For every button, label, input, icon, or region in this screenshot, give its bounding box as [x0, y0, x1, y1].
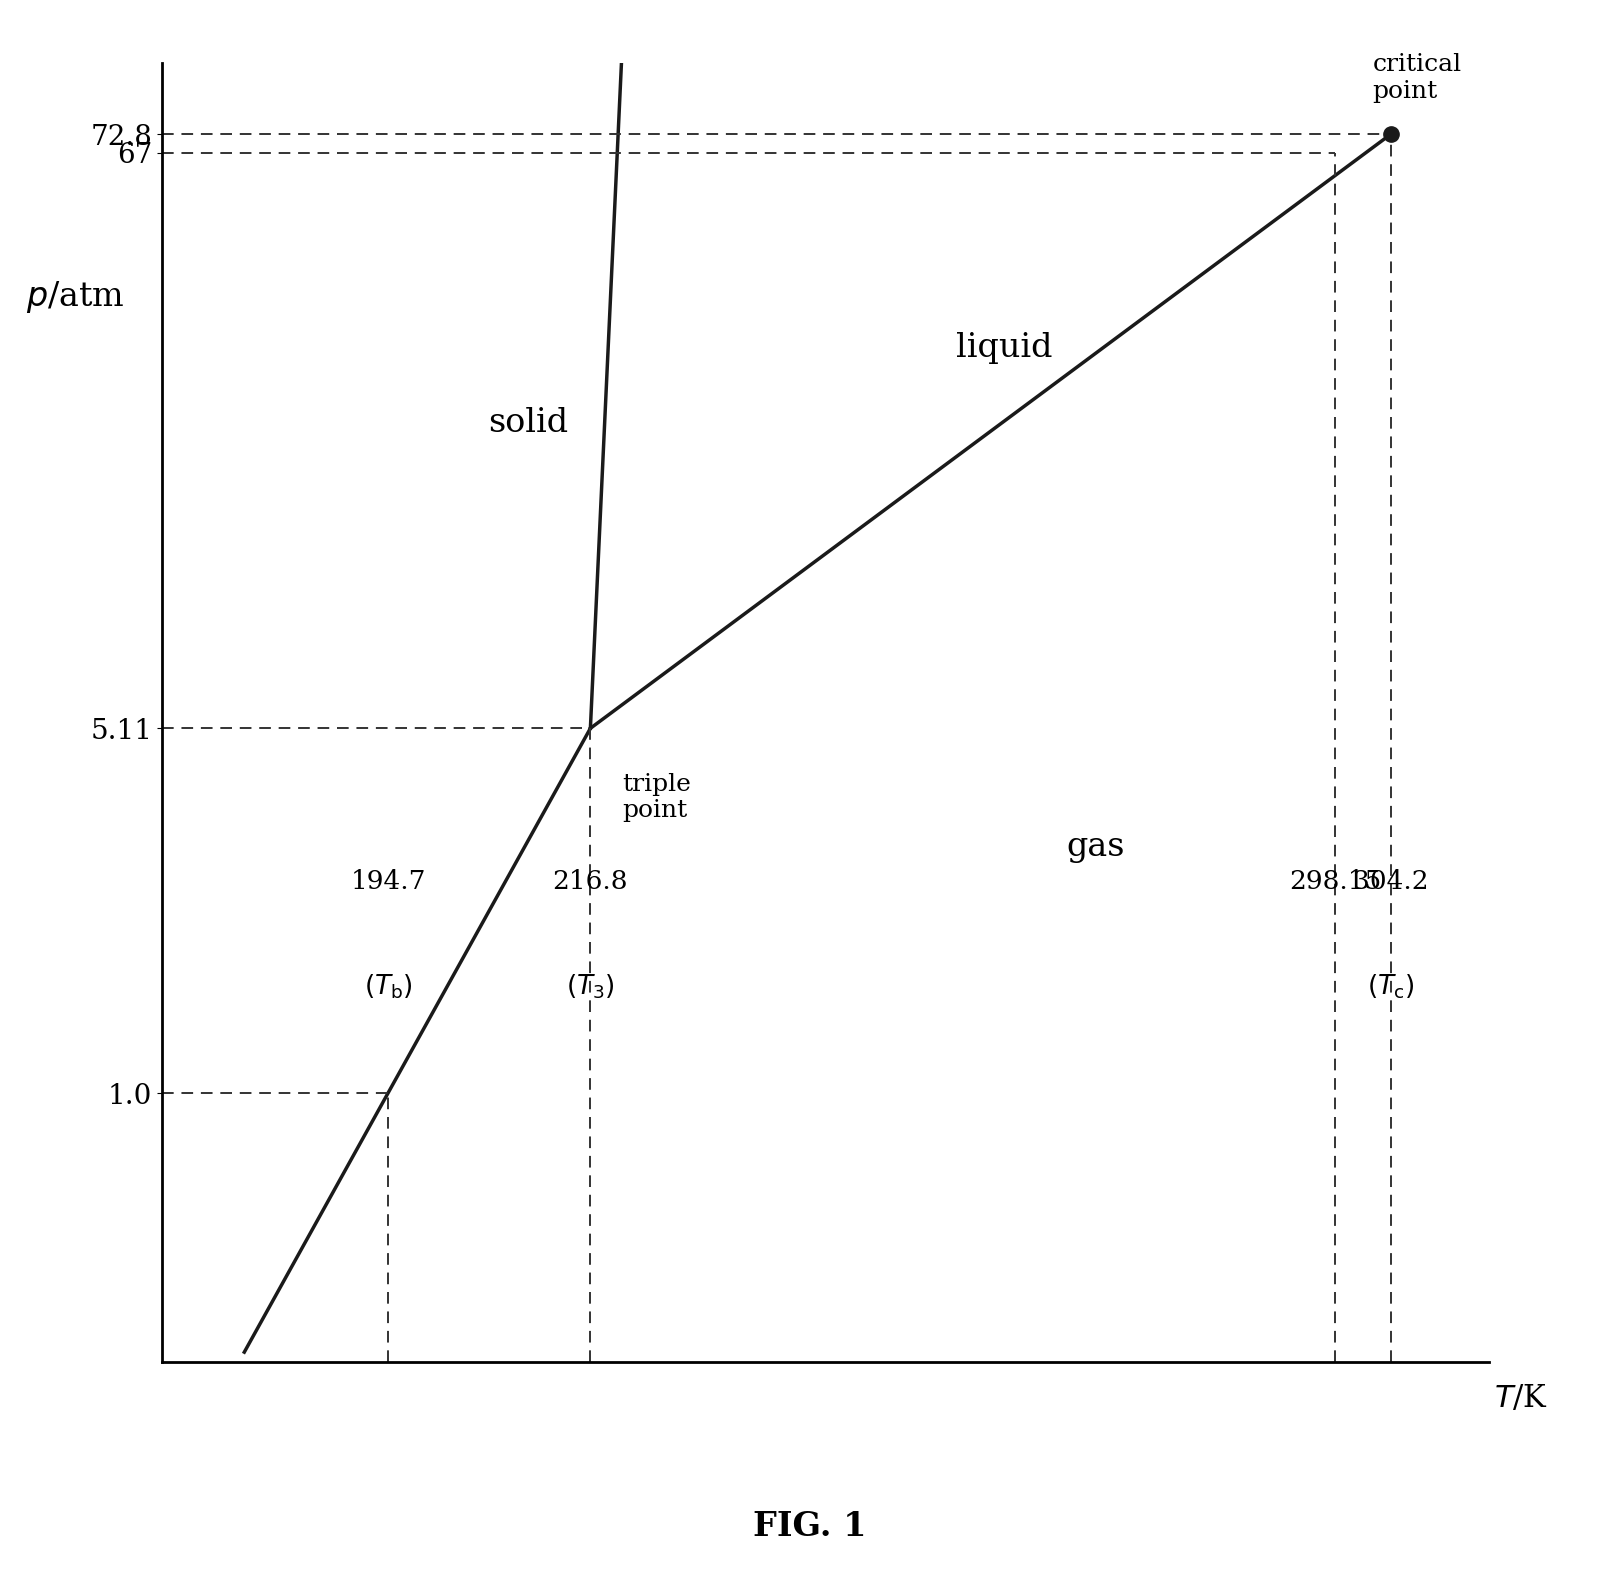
Text: gas: gas [1067, 832, 1125, 863]
Text: $(T_3)$: $(T_3)$ [567, 973, 615, 1001]
Text: 194.7: 194.7 [350, 868, 426, 893]
Text: 216.8: 216.8 [552, 868, 628, 893]
Text: 298.15: 298.15 [1289, 868, 1381, 893]
Y-axis label: $p$/atm: $p$/atm [26, 279, 125, 315]
Text: triple
point: triple point [622, 773, 691, 822]
Text: solid: solid [487, 407, 568, 439]
Text: liquid: liquid [955, 333, 1052, 364]
Text: $T$/K: $T$/K [1494, 1383, 1548, 1415]
Text: $(T_\mathrm{c})$: $(T_\mathrm{c})$ [1366, 973, 1415, 1001]
Text: 304.2: 304.2 [1353, 868, 1428, 893]
Text: $(T_\mathrm{b})$: $(T_\mathrm{b})$ [364, 973, 413, 1001]
Text: FIG. 1: FIG. 1 [753, 1511, 866, 1543]
Text: critical
point: critical point [1373, 54, 1462, 103]
